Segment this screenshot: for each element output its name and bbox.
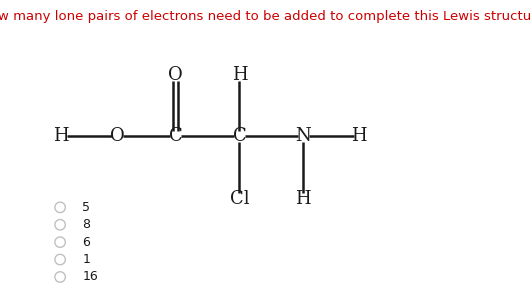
Text: 1: 1 — [82, 253, 90, 266]
Text: How many lone pairs of electrons need to be added to complete this Lewis structu: How many lone pairs of electrons need to… — [0, 10, 532, 23]
Ellipse shape — [55, 272, 65, 282]
Text: H: H — [231, 66, 247, 84]
Text: C: C — [232, 127, 246, 145]
Text: 6: 6 — [82, 236, 90, 249]
Text: 8: 8 — [82, 218, 90, 231]
Text: 16: 16 — [82, 271, 98, 283]
Text: C: C — [169, 127, 182, 145]
Text: Cl: Cl — [230, 190, 249, 208]
Text: O: O — [168, 66, 183, 84]
Ellipse shape — [55, 237, 65, 247]
Text: H: H — [53, 127, 69, 145]
Ellipse shape — [55, 254, 65, 265]
Text: 5: 5 — [82, 201, 90, 214]
Ellipse shape — [55, 202, 65, 213]
Text: O: O — [110, 127, 124, 145]
Text: N: N — [295, 127, 311, 145]
Text: H: H — [351, 127, 367, 145]
Text: H: H — [295, 190, 311, 208]
Ellipse shape — [55, 220, 65, 230]
